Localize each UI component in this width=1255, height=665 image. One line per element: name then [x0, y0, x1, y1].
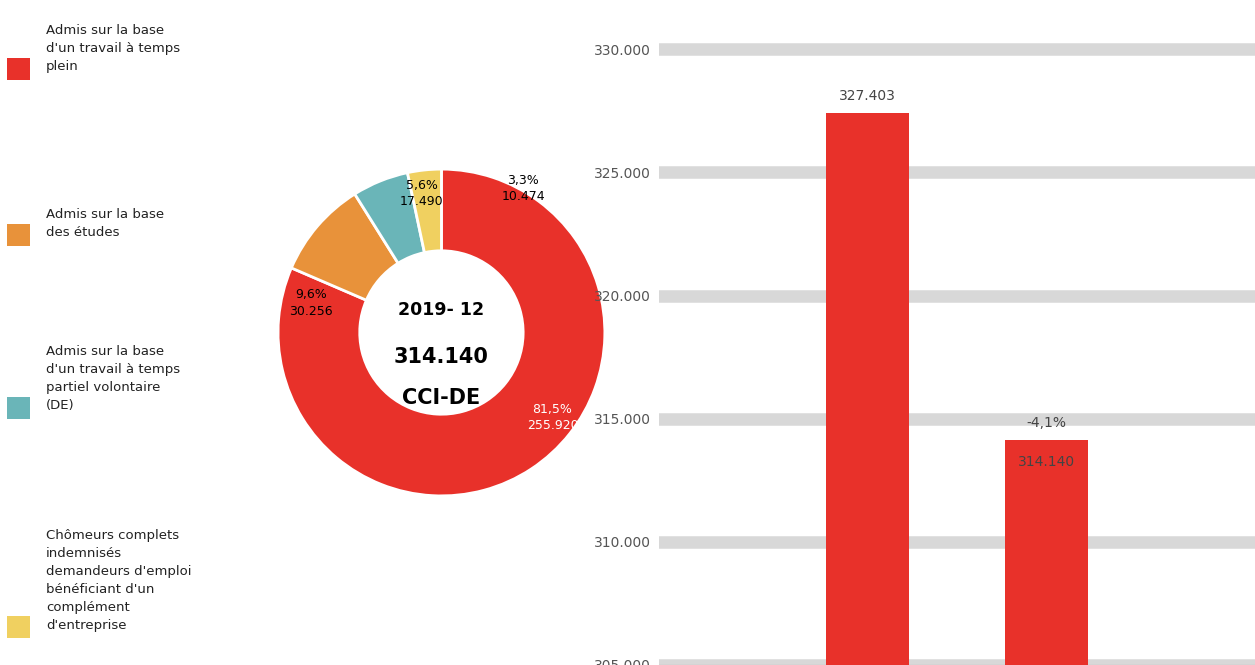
Text: Chômeurs complets
indemnisés
demandeurs d'emploi
bénéficiant d'un
complément
d'e: Chômeurs complets indemnisés demandeurs … — [46, 529, 192, 632]
Text: Admis sur la base
d'un travail à temps
plein: Admis sur la base d'un travail à temps p… — [46, 24, 181, 73]
Text: 314.140: 314.140 — [1018, 455, 1076, 469]
Text: Admis sur la base
d'un travail à temps
partiel volontaire
(DE): Admis sur la base d'un travail à temps p… — [46, 345, 181, 412]
Text: Admis sur la base
des études: Admis sur la base des études — [46, 208, 164, 239]
Bar — [6, 616, 30, 638]
Text: 327.403: 327.403 — [840, 89, 896, 103]
Bar — [1005, 440, 1088, 665]
Text: -4,1%: -4,1% — [1027, 416, 1067, 430]
Bar — [6, 224, 30, 246]
Bar — [826, 113, 909, 665]
Bar — [6, 58, 30, 80]
Bar — [6, 397, 30, 419]
